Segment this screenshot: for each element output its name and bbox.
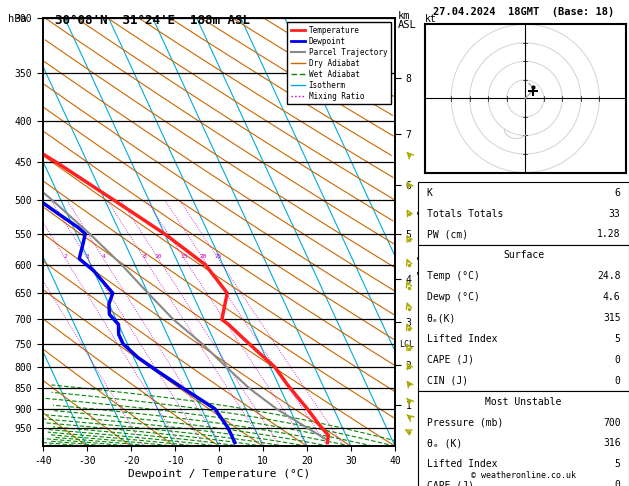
Text: km: km: [398, 11, 411, 21]
Text: hPa: hPa: [8, 14, 27, 24]
Text: Lifted Index: Lifted Index: [426, 334, 497, 344]
Text: 3: 3: [86, 254, 89, 259]
Bar: [418, 245, 629, 391]
Text: CAPE (J): CAPE (J): [426, 480, 474, 486]
Text: 15: 15: [181, 254, 188, 259]
Bar: [418, 391, 629, 486]
Legend: Temperature, Dewpoint, Parcel Trajectory, Dry Adiabat, Wet Adiabat, Isotherm, Mi: Temperature, Dewpoint, Parcel Trajectory…: [287, 22, 391, 104]
Text: 700: 700: [603, 417, 621, 428]
Text: 10: 10: [155, 254, 162, 259]
Text: 30°08'N  31°24'E  188m ASL: 30°08'N 31°24'E 188m ASL: [55, 14, 250, 27]
Text: Most Unstable: Most Unstable: [486, 397, 562, 407]
Text: 6: 6: [615, 188, 621, 198]
Text: kt: kt: [425, 14, 437, 24]
Text: Totals Totals: Totals Totals: [426, 208, 503, 219]
Text: 5: 5: [615, 459, 621, 469]
Text: θₑ(K): θₑ(K): [426, 313, 456, 323]
Bar: [418, 182, 629, 245]
X-axis label: Dewpoint / Temperature (°C): Dewpoint / Temperature (°C): [128, 469, 310, 479]
Text: 4: 4: [102, 254, 106, 259]
Text: 0: 0: [615, 376, 621, 386]
Text: 4.6: 4.6: [603, 292, 621, 302]
Text: Dewp (°C): Dewp (°C): [426, 292, 479, 302]
Text: PW (cm): PW (cm): [426, 229, 468, 240]
Text: Pressure (mb): Pressure (mb): [426, 417, 503, 428]
Text: 316: 316: [603, 438, 621, 449]
Text: 25: 25: [214, 254, 222, 259]
Text: 20: 20: [199, 254, 207, 259]
Text: Lifted Index: Lifted Index: [426, 459, 497, 469]
Text: 24.8: 24.8: [597, 271, 621, 281]
Text: 2: 2: [64, 254, 67, 259]
Text: 0: 0: [615, 355, 621, 365]
Text: CAPE (J): CAPE (J): [426, 355, 474, 365]
Text: CIN (J): CIN (J): [426, 376, 468, 386]
Text: © weatheronline.co.uk: © weatheronline.co.uk: [471, 471, 576, 480]
Text: K: K: [426, 188, 433, 198]
Text: ASL: ASL: [398, 20, 417, 31]
Text: 5: 5: [615, 334, 621, 344]
Text: 27.04.2024  18GMT  (Base: 18): 27.04.2024 18GMT (Base: 18): [433, 7, 615, 17]
Text: θₑ (K): θₑ (K): [426, 438, 462, 449]
Text: 33: 33: [609, 208, 621, 219]
Y-axis label: Mixing Ratio (g/kg): Mixing Ratio (g/kg): [416, 185, 425, 280]
Text: Surface: Surface: [503, 250, 544, 260]
Text: 315: 315: [603, 313, 621, 323]
Text: 0: 0: [615, 480, 621, 486]
Text: LCL: LCL: [399, 340, 414, 349]
Text: 1.28: 1.28: [597, 229, 621, 240]
Text: 8: 8: [143, 254, 147, 259]
Text: Temp (°C): Temp (°C): [426, 271, 479, 281]
